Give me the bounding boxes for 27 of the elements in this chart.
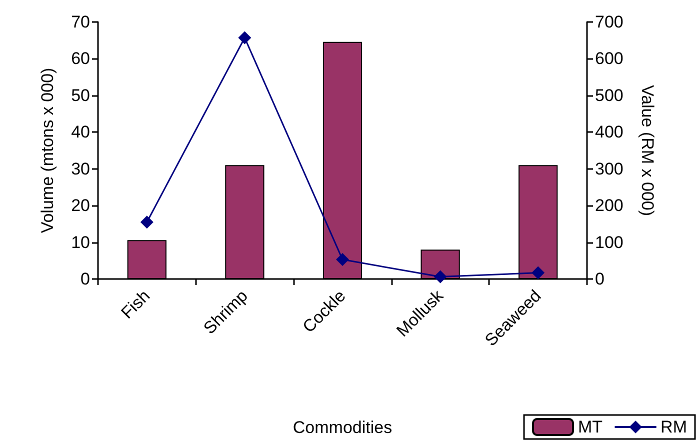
y2-tick-label: 0 bbox=[595, 270, 604, 288]
y2-tick-label: 400 bbox=[595, 122, 624, 142]
point bbox=[434, 270, 447, 284]
y2-axis-title: Value (RM x 000) bbox=[638, 84, 657, 216]
y-tick-label: 0 bbox=[80, 270, 90, 288]
y-tick-label: 60 bbox=[71, 49, 90, 68]
y2-tick-label: 100 bbox=[595, 232, 624, 252]
y-tick-label: 30 bbox=[71, 159, 90, 178]
y-tick-label: 50 bbox=[71, 86, 90, 105]
y2-tick-label: 600 bbox=[595, 49, 624, 68]
point bbox=[532, 266, 545, 280]
point bbox=[336, 253, 349, 266]
y-tick-label: 10 bbox=[71, 232, 90, 252]
y2-tick-label: 300 bbox=[595, 159, 624, 178]
y-tick-label: 70 bbox=[71, 12, 90, 32]
legend-label: RM bbox=[660, 418, 688, 436]
legend-label: MT bbox=[578, 418, 603, 436]
y2-tick-label: 500 bbox=[595, 86, 624, 105]
y-tick-label: 40 bbox=[71, 122, 90, 142]
point bbox=[140, 216, 154, 229]
y2-tick-label: 700 bbox=[595, 12, 624, 32]
x-tick-label: Fish bbox=[117, 286, 154, 322]
y2-tick-label: 200 bbox=[595, 196, 624, 216]
y-axis-title: Volume (mtons x 000) bbox=[38, 68, 57, 234]
x-axis-title: Commodities bbox=[292, 418, 392, 437]
point bbox=[238, 31, 252, 44]
y-tick-label: 20 bbox=[71, 196, 90, 216]
